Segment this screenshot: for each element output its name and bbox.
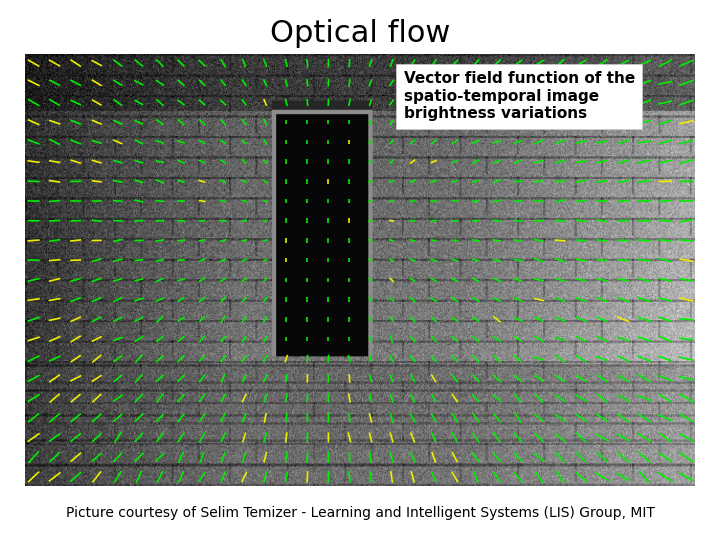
Text: Picture courtesy of Selim Temizer - Learning and Intelligent Systems (LIS) Group: Picture courtesy of Selim Temizer - Lear… [66,506,654,520]
Text: Vector field function of the
spatio-temporal image
brightness variations: Vector field function of the spatio-temp… [403,71,635,121]
Text: Optical flow: Optical flow [270,19,450,48]
